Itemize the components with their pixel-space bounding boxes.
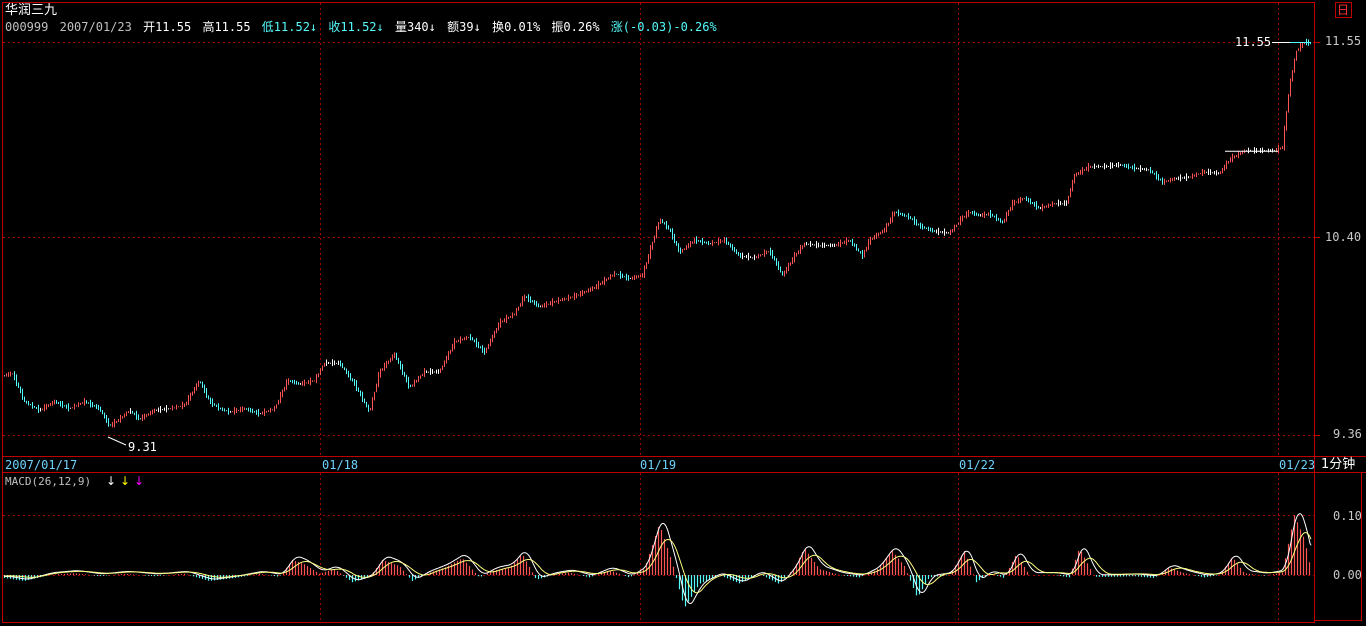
macd-axis-frame: [1314, 472, 1362, 621]
low-price: 低11.52: [261, 20, 310, 34]
price-axis-label-low: 9.36: [1333, 427, 1362, 441]
macd-hist-arrow-icon: ↓: [134, 474, 145, 488]
close-price: 收11.52: [328, 20, 377, 34]
time-axis-label-2: 01/18: [322, 458, 359, 472]
low-down-arrow-icon: ↓: [309, 20, 318, 34]
price-axis-label-mid: 10.40: [1325, 230, 1362, 244]
turnover: 换0.01%: [492, 20, 541, 34]
amount-down-arrow-icon: ↓: [473, 20, 481, 34]
macd-title: MACD(26,12,9): [5, 475, 92, 488]
stock-code: 000999: [5, 20, 49, 34]
time-axis-label-3: 01/19: [640, 458, 677, 472]
volume-down-arrow-icon: ↓: [428, 20, 436, 34]
quote-date: 2007/01/23: [59, 20, 132, 34]
low-marker-label: 9.31: [128, 440, 157, 454]
period-toggle-button[interactable]: 日: [1336, 3, 1349, 17]
macd-dea-arrow-icon: ↓: [120, 474, 131, 488]
period-label[interactable]: 1分钟: [1321, 457, 1356, 472]
stock-name: 华润三九: [5, 3, 58, 18]
macd-axis-label-zero: 0.00: [1333, 568, 1362, 582]
time-axis-label-4: 01/22: [959, 458, 996, 472]
macd-dea-line: [4, 532, 1312, 594]
high-marker-label: 11.55: [1235, 35, 1272, 49]
close-down-arrow-icon: ↓: [376, 20, 384, 34]
macd-axis-label-high: 0.10: [1333, 509, 1362, 523]
corner-button-box: [1335, 2, 1352, 18]
macd-dif-arrow-icon: ↓: [106, 474, 117, 488]
time-axis-label-5: 01/23: [1279, 458, 1316, 472]
low-marker-line: [107, 436, 127, 446]
time-axis-label-1: 2007/01/17: [5, 458, 78, 472]
quote-info-bar: 000999 2007/01/23 开11.55 高11.55 低11.52↓ …: [5, 20, 721, 34]
high-price: 高11.55: [202, 20, 251, 34]
price-axis-label-high: 11.55: [1325, 34, 1362, 48]
amplitude: 振0.26%: [551, 20, 600, 34]
amount: 额39: [447, 20, 474, 34]
open-price: 开11.55: [143, 20, 192, 34]
change: 涨(-0.03)-0.26%: [610, 20, 717, 34]
volume: 量340: [394, 20, 429, 34]
macd-dif-line: [4, 513, 1312, 605]
